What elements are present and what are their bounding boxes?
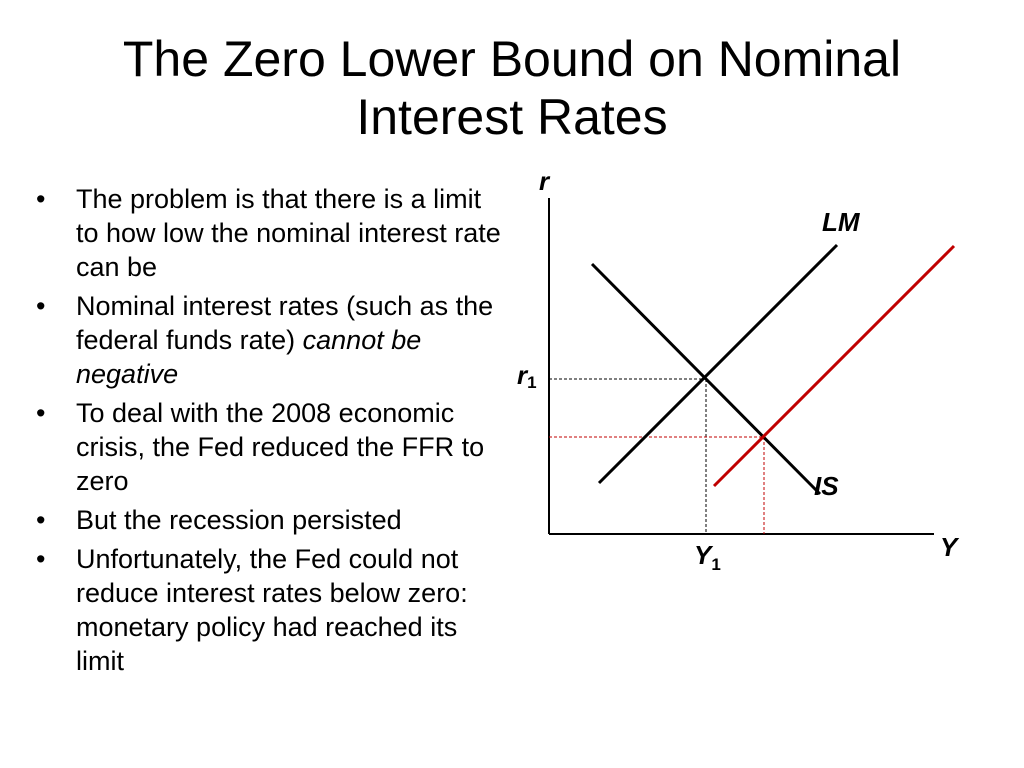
x-axis-label: Y — [940, 532, 960, 562]
bullet-marker: • — [36, 184, 46, 214]
bullet-text: Nominal interest rates (such as the fede… — [76, 291, 494, 355]
r1-label-subscript: 1 — [527, 373, 536, 392]
y-axis-label: r — [539, 166, 551, 196]
bullet-marker: • — [36, 291, 46, 321]
bullet-text: The problem is that there is a limit to … — [76, 184, 501, 282]
r1-label: r1 — [517, 360, 537, 392]
y1-label: Y1 — [694, 540, 721, 574]
slide-title: The Zero Lower Bound on Nominal Interest… — [60, 30, 964, 146]
y1-label-subscript: 1 — [711, 555, 720, 574]
bullet-list: • The problem is that there is a limit t… — [36, 182, 510, 683]
r1-label-main: r — [517, 360, 529, 390]
bullet-item: • Unfortunately, the Fed could not reduc… — [36, 542, 510, 678]
slide-title-line-2: Interest Rates — [356, 89, 668, 145]
bullet-item: • Nominal interest rates (such as the fe… — [36, 289, 510, 391]
bullet-text: But the recession persisted — [76, 505, 402, 535]
bullet-marker: • — [36, 398, 46, 428]
bullet-item: • To deal with the 2008 economic crisis,… — [36, 396, 510, 498]
slide-title-line-1: The Zero Lower Bound on Nominal — [122, 31, 902, 87]
bullet-item: • But the recession persisted — [36, 503, 510, 537]
bullet-emphasis: cannot be negative — [76, 325, 422, 389]
lm-curve-label: LM — [822, 207, 861, 237]
is-lm-diagram: r Y LM IS r1 Y1 — [517, 166, 960, 574]
is-curve-label: IS — [814, 471, 839, 501]
y1-label-main: Y — [694, 540, 714, 570]
bullet-item: • The problem is that there is a limit t… — [36, 182, 510, 284]
bullet-marker: • — [36, 544, 46, 574]
lm-curve — [597, 243, 839, 485]
is-curve — [590, 262, 822, 496]
bullet-marker: • — [36, 505, 46, 535]
shifted-lm-curve — [712, 244, 956, 488]
bullet-text: To deal with the 2008 economic crisis, t… — [76, 398, 485, 496]
bullet-text: Unfortunately, the Fed could not reduce … — [76, 544, 468, 676]
